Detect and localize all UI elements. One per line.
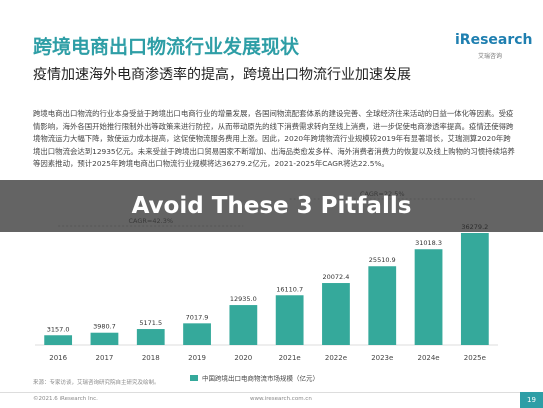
bar: [183, 323, 211, 345]
bar: [229, 305, 258, 345]
x-tick-label: 2018: [142, 354, 160, 362]
bar: [90, 332, 119, 345]
x-tick-label: 2023e: [371, 354, 393, 362]
value-label: 20072.4: [323, 273, 350, 281]
x-tick-label: 2016: [49, 354, 67, 362]
value-label: 16110.7: [276, 285, 303, 293]
value-label: 25510.9: [369, 256, 396, 264]
x-tick-label: 2019: [188, 354, 206, 362]
logo-sub: 艾瑞咨询: [478, 53, 503, 60]
legend-label: 中国跨境出口电商物流市场规模（亿元）: [202, 374, 319, 383]
value-label: 12935.0: [230, 295, 257, 303]
x-tick-label: 2024e: [417, 354, 439, 362]
subtitle: 疫情加速海外电商渗透率的提高，跨境出口物流行业加速发展: [33, 67, 411, 83]
value-label: 3980.7: [93, 323, 116, 331]
bar: [460, 233, 489, 345]
bar: [136, 329, 165, 345]
page-number: 19: [520, 392, 543, 408]
x-tick-label: 2017: [96, 354, 114, 362]
value-label: 5171.5: [139, 319, 162, 327]
logo: iResearch: [455, 32, 533, 48]
banner: Avoid These 3 Pitfalls: [0, 180, 543, 232]
bar: [44, 335, 73, 345]
x-tick-label: 2025e: [464, 354, 486, 362]
value-label: 31018.3: [415, 239, 442, 247]
value-label: 3157.0: [47, 325, 70, 333]
source: 来源：专家访谈，艾瑞咨询研究院自主研究及绘制。: [33, 380, 160, 386]
url: www.iresearch.com.cn: [250, 396, 312, 402]
copyright: ©2021.6 iResearch Inc.: [33, 396, 98, 402]
footer-rule: [0, 392, 543, 393]
bar: [368, 266, 397, 345]
bar: [275, 295, 304, 345]
x-tick-label: 2021e: [279, 354, 301, 362]
legend-swatch: [190, 375, 198, 381]
value-label: 7017.9: [186, 313, 209, 321]
bar: [414, 249, 443, 345]
x-tick-label: 2020: [234, 354, 252, 362]
x-tick-label: 2022e: [325, 354, 347, 362]
title: 跨境电商出口物流行业发展现状: [33, 36, 300, 58]
body-text: 跨境电商出口物流的行业本身受益于跨境出口电商行业的增量发展，各国间物流配套体系的…: [33, 109, 515, 168]
bar: [322, 283, 350, 345]
